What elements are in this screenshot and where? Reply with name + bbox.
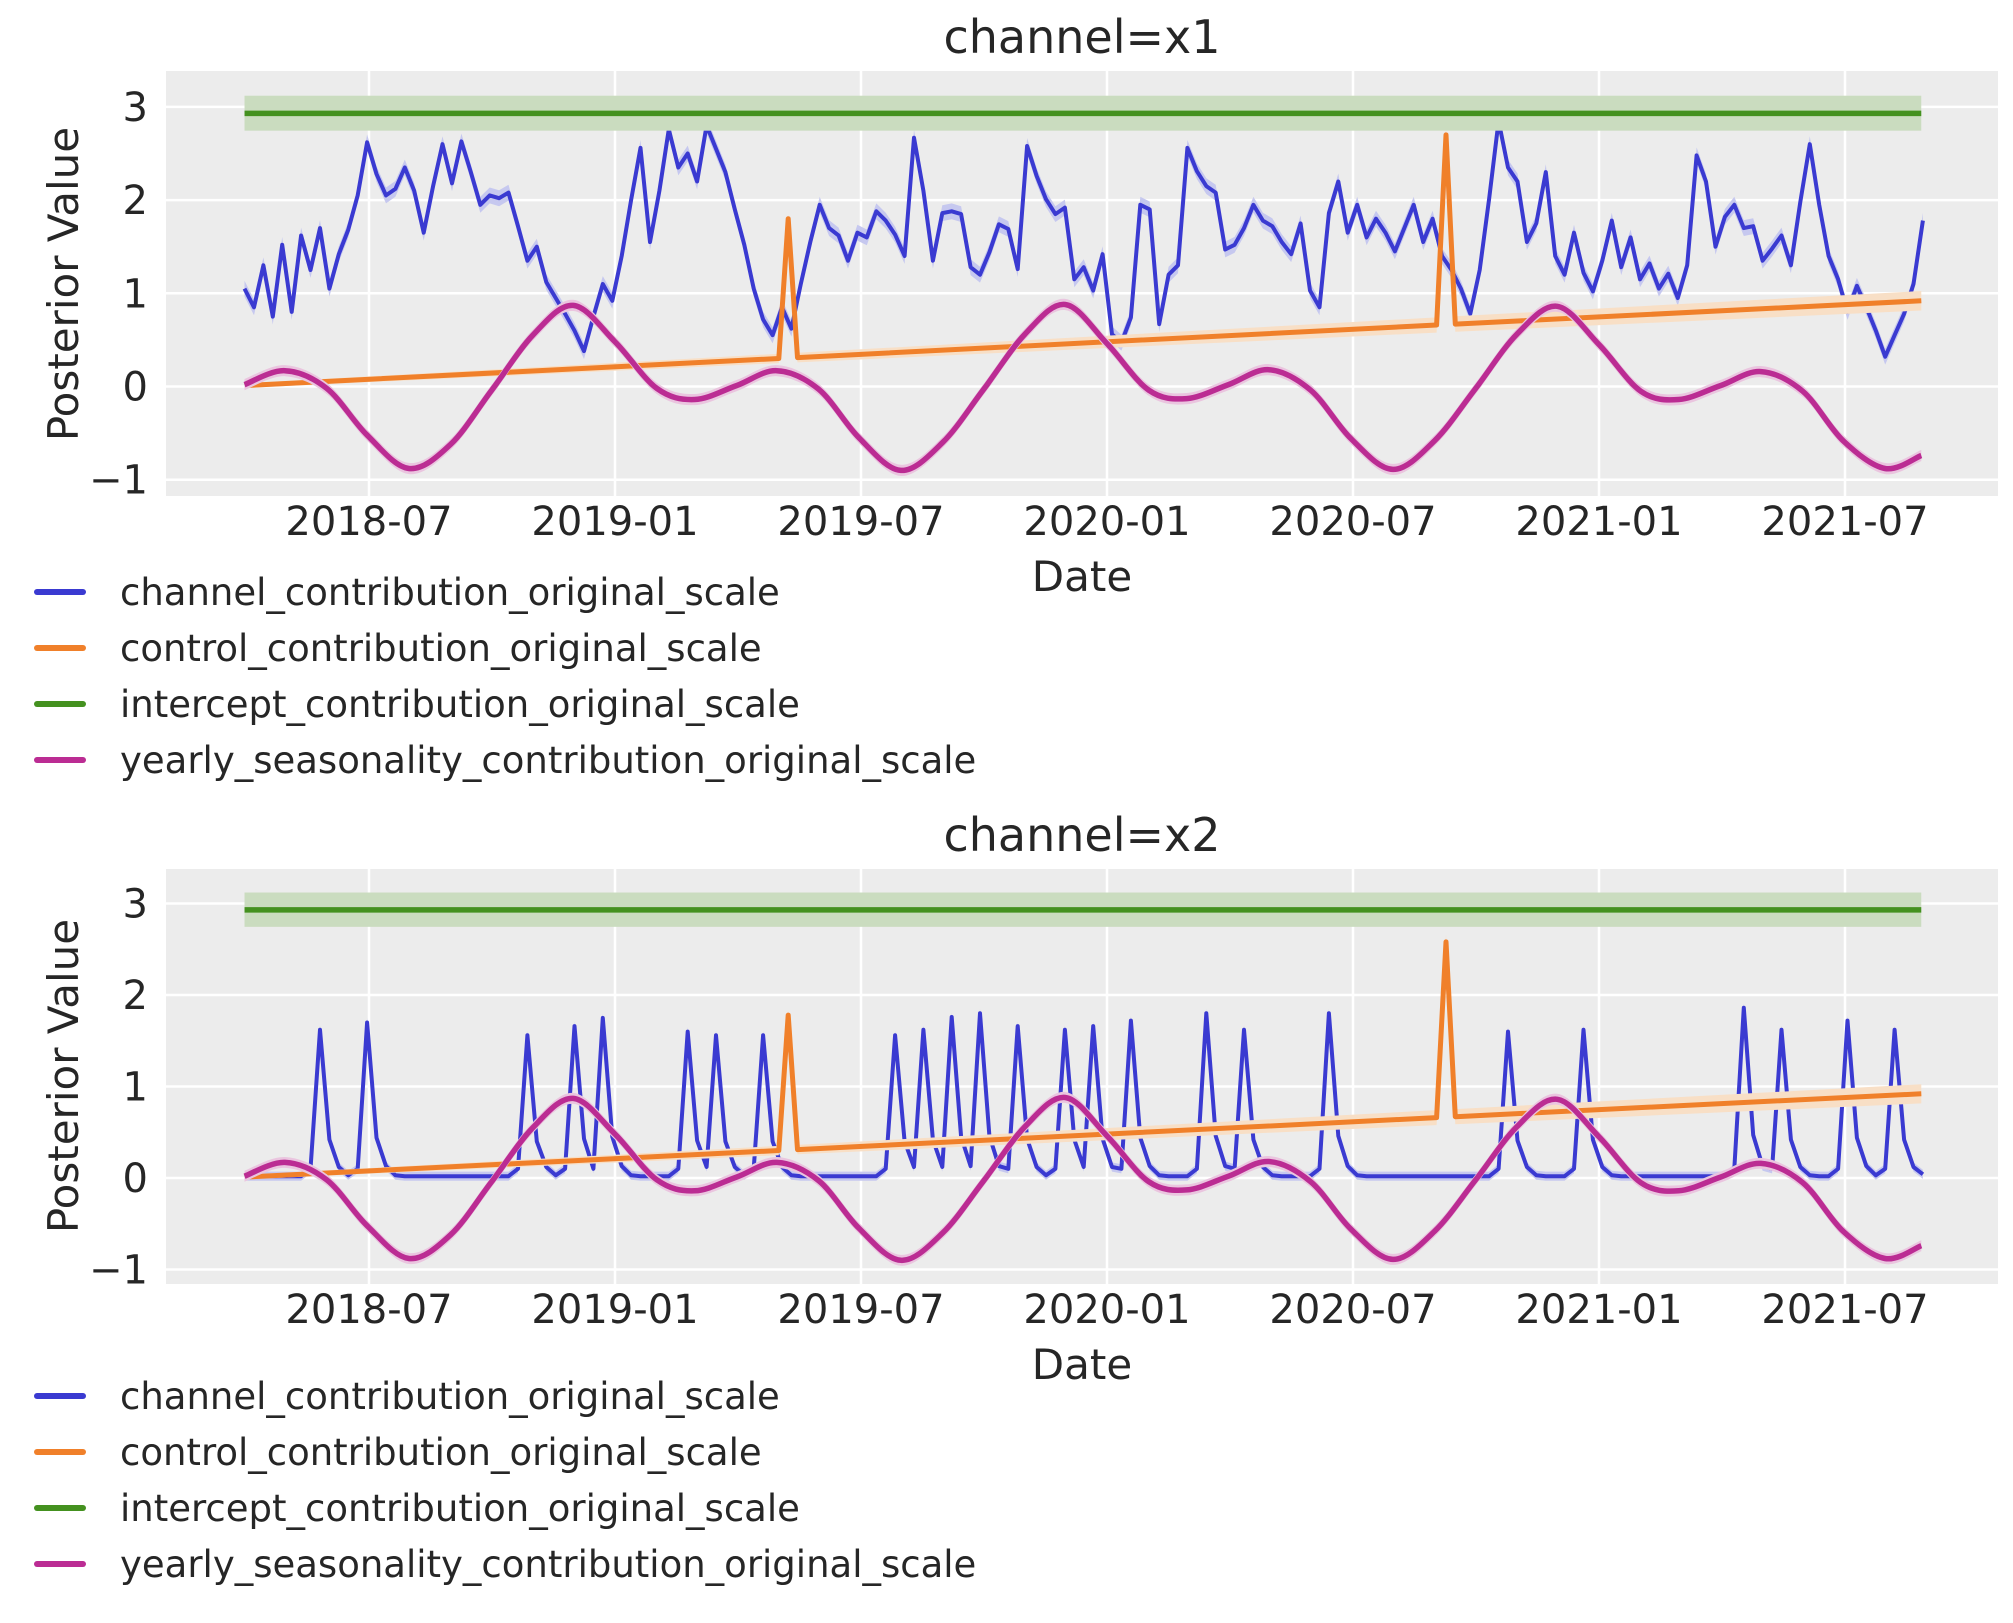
y-tick-label: 1 — [123, 1065, 148, 1111]
chart2-y-axis-label: Posterior Value — [39, 918, 88, 1234]
control_contribution_original_scale-line — [244, 939, 1922, 1180]
x-tick-label: 2021-07 — [1761, 1287, 1928, 1333]
y-tick-label: 3 — [123, 85, 148, 131]
chart1-y-axis-label: Posterior Value — [39, 126, 88, 442]
legend-line-swatch-green-icon — [34, 1505, 86, 1511]
x-tick-label: 2021-01 — [1515, 499, 1682, 545]
plot-background — [166, 71, 1998, 496]
legend-item: control_contribution_original_scale — [24, 620, 976, 676]
legend-line-swatch-magenta-icon — [34, 757, 86, 763]
legend-label: channel_contribution_original_scale — [120, 1374, 780, 1418]
legend-item: channel_contribution_original_scale — [24, 564, 976, 620]
x-tick-label: 2019-07 — [777, 1287, 944, 1333]
chart-2: 2018-07 2019-01 2019-07 2020-01 2020-07 2021-… — [89, 869, 1998, 1333]
legend-item: yearly_seasonality_contribution_original… — [24, 732, 976, 788]
legend-item: channel_contribution_original_scale — [24, 1368, 976, 1424]
legend-label: control_contribution_original_scale — [120, 626, 762, 670]
channel_contribution_original_scale-line — [244, 1005, 1925, 1179]
legend-item: intercept_contribution_original_scale — [24, 1480, 976, 1536]
tick-labels: 2018-07 2019-01 2019-07 2020-01 2020-07 2021-… — [89, 85, 1929, 545]
chart2-x-axis-label: Date — [1031, 1340, 1133, 1389]
x-tick-label: 2020-07 — [1269, 1287, 1436, 1333]
chart1-x-axis-label: Date — [1031, 552, 1133, 601]
x-tick-label: 2020-01 — [1023, 499, 1190, 545]
y-tick-label: 2 — [123, 178, 148, 224]
legend-label: channel_contribution_original_scale — [120, 570, 780, 614]
legend-item: intercept_contribution_original_scale — [24, 676, 976, 732]
y-tick-label: −1 — [89, 458, 148, 504]
legend-label: intercept_contribution_original_scale — [120, 1486, 800, 1530]
legend-line-swatch-green-icon — [34, 701, 86, 707]
x-tick-label: 2019-01 — [531, 1287, 698, 1333]
y-tick-label: 1 — [123, 271, 148, 317]
chart2-title: channel=x2 — [943, 808, 1221, 862]
channel_contribution_original_scale-line — [242, 118, 1925, 359]
x-tick-label: 2020-01 — [1023, 1287, 1190, 1333]
legend-line-swatch-orange-icon — [34, 645, 86, 651]
legend-item: yearly_seasonality_contribution_original… — [24, 1536, 976, 1592]
x-tick-label: 2019-01 — [531, 499, 698, 545]
x-tick-label: 2021-01 — [1515, 1287, 1682, 1333]
tick-labels: 2018-07 2019-01 2019-07 2020-01 2020-07 2021-… — [89, 882, 1929, 1334]
x-tick-label: 2018-07 — [285, 1287, 452, 1333]
x-tick-label: 2020-07 — [1269, 499, 1436, 545]
y-tick-label: 2 — [123, 973, 148, 1019]
control_contribution_original_scale-line — [244, 132, 1922, 389]
y-tick-label: 0 — [123, 365, 148, 411]
legend-item: control_contribution_original_scale — [24, 1424, 976, 1480]
legend-label: intercept_contribution_original_scale — [120, 682, 800, 726]
series-layer — [242, 95, 1925, 477]
control_contribution_original_scale-band — [244, 934, 1922, 1180]
yearly_seasonality_contribution_original_scale-line — [243, 301, 1923, 474]
plot-background — [166, 869, 1998, 1284]
y-tick-label: 3 — [123, 882, 148, 928]
x-tick-label: 2021-07 — [1761, 499, 1928, 545]
legend-line-swatch-blue-icon — [34, 589, 86, 595]
legend-line-swatch-magenta-icon — [34, 1561, 86, 1567]
legend-label: yearly_seasonality_contribution_original… — [120, 1542, 977, 1586]
x-tick-label: 2019-07 — [777, 499, 944, 545]
yearly_seasonality_contribution_original_scale-line — [243, 1094, 1923, 1264]
y-tick-label: 0 — [123, 1156, 148, 1202]
x-tick-label: 2018-07 — [285, 499, 452, 545]
chart-1: 2018-07 2019-01 2019-07 2020-01 2020-07 2021-… — [89, 71, 1998, 545]
legend-label: control_contribution_original_scale — [120, 1430, 762, 1474]
legend-line-swatch-orange-icon — [34, 1449, 86, 1455]
chart1-title: channel=x1 — [943, 10, 1221, 64]
legend-line-swatch-blue-icon — [34, 1393, 86, 1399]
legend-label: yearly_seasonality_contribution_original… — [120, 738, 977, 782]
series-layer — [243, 892, 1925, 1266]
y-tick-label: −1 — [89, 1248, 148, 1294]
